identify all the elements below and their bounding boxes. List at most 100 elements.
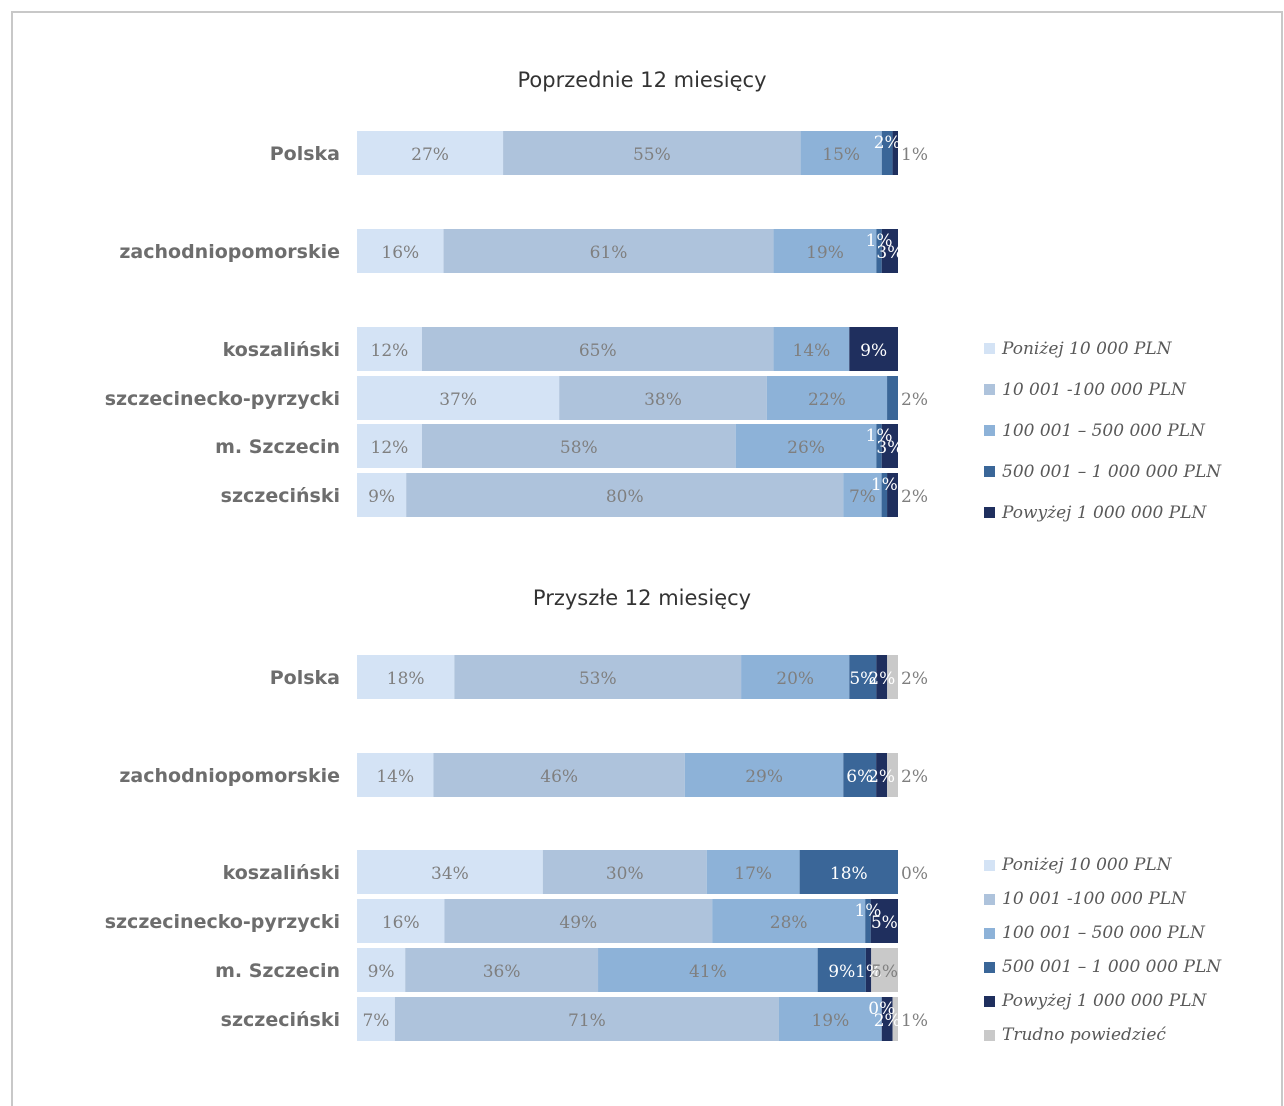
bar-segment [778,997,882,1041]
bar-segment [394,997,779,1041]
bar-segment [881,424,898,468]
legend-label: 500 001 – 1 000 000 PLN [1002,957,1222,977]
data-label: 65% [579,341,617,361]
category-label: zachodniopomorskie [119,765,340,787]
data-label: 9% [860,341,887,361]
bar-segment [443,229,774,273]
bar-segment [800,131,882,175]
data-label: 49% [559,913,597,933]
bar-segment [741,655,850,699]
legend-label: 100 001 – 500 000 PLN [1002,420,1205,441]
bar-segment [865,948,872,992]
bar-segment [405,948,599,992]
bar-segment [421,424,736,468]
legend-swatch [984,425,995,436]
data-label: 18% [387,669,425,689]
category-label: m. Szczecin [215,960,340,982]
data-label: 1% [901,1011,928,1031]
bar-segment [766,376,888,420]
category-label: zachodniopomorskie [119,241,340,263]
data-label: 58% [560,438,598,458]
category-label: szczeciński [221,1009,340,1031]
data-label: 1% [871,475,898,495]
bar-segment [881,131,893,175]
data-label: 14% [793,341,831,361]
bar-segment [887,473,898,517]
data-label: 3% [876,438,903,458]
data-label: 2% [874,1011,901,1031]
bar-segment [735,424,877,468]
data-label: 55% [633,145,671,165]
data-label: 34% [431,864,469,884]
data-label: 19% [806,243,844,263]
category-label: Polska [270,143,340,165]
data-label: 1% [866,426,893,446]
data-label: 0% [901,864,928,884]
bar-segment [712,899,866,943]
data-label: 14% [376,767,414,787]
bar-segment [773,229,877,273]
data-label: 1% [901,145,928,165]
data-label: 2% [901,487,928,507]
data-label: 2% [901,390,928,410]
bar-segment [706,850,800,894]
data-label: 2% [868,767,895,787]
legend-label: 100 001 – 500 000 PLN [1002,923,1205,943]
legend-swatch [984,1029,995,1041]
bar-segment [843,753,877,797]
data-label: 27% [411,145,449,165]
data-label: 1% [855,962,882,982]
data-label: 26% [787,438,825,458]
bar-segment [876,655,888,699]
category-label: szczeciński [221,485,340,507]
legend-item: 100 001 – 500 000 PLN [984,916,1221,950]
legend-item: Poniżej 10 000 PLN [984,848,1221,882]
bar-segment [773,327,850,371]
data-label: 9% [368,962,395,982]
bar-segment [876,229,882,273]
data-label: 17% [734,864,772,884]
data-label: 5% [849,669,876,689]
bar-segment [881,997,893,1041]
data-label: 0% [868,999,895,1019]
bar-segment [865,899,871,943]
data-label: 37% [439,390,477,410]
legend-label: 500 001 – 1 000 000 PLN [1002,461,1222,482]
bar-segment [799,850,898,894]
data-label: 41% [689,962,727,982]
chart-frame [11,11,1283,1106]
category-label: m. Szczecin [215,436,340,458]
chart-title-previous: Poprzednie 12 miesięcy [517,68,767,92]
data-label: 15% [822,145,860,165]
category-label: szczecinecko-pyrzycki [105,911,340,933]
legend-swatch [984,995,995,1007]
bar-segment [887,376,898,420]
data-label: 3% [876,243,903,263]
data-label: 1% [866,231,893,251]
legend-next: Poniżej 10 000 PLN 10 001 -100 000 PLN 100… [984,848,1221,1052]
bar-segment [357,997,395,1041]
legend-item: 10 001 -100 000 PLN [984,882,1221,916]
bar-segment [357,229,444,273]
bar-segment [357,899,445,943]
data-label: 2% [901,767,928,787]
data-label: 6% [846,767,873,787]
legend-swatch [984,961,995,973]
legend-item: 500 001 – 1 000 000 PLN [984,950,1221,984]
data-label: 46% [540,767,578,787]
data-label: 38% [644,390,682,410]
bar-segment [849,327,898,371]
category-label: koszaliński [223,862,340,884]
bar-segment [892,997,898,1041]
data-label: 36% [483,962,521,982]
legend-item: 100 001 – 500 000 PLN [984,410,1221,451]
bar-segment [406,473,844,517]
legend-previous: Poniżej 10 000 PLN 10 001 -100 000 PLN 100… [984,328,1221,533]
legend-item: 10 001 -100 000 PLN [984,369,1221,410]
data-label: 12% [371,341,409,361]
bar-segment [421,327,774,371]
data-label: 2% [868,669,895,689]
bar-segment [559,376,767,420]
data-label: 12% [371,438,409,458]
